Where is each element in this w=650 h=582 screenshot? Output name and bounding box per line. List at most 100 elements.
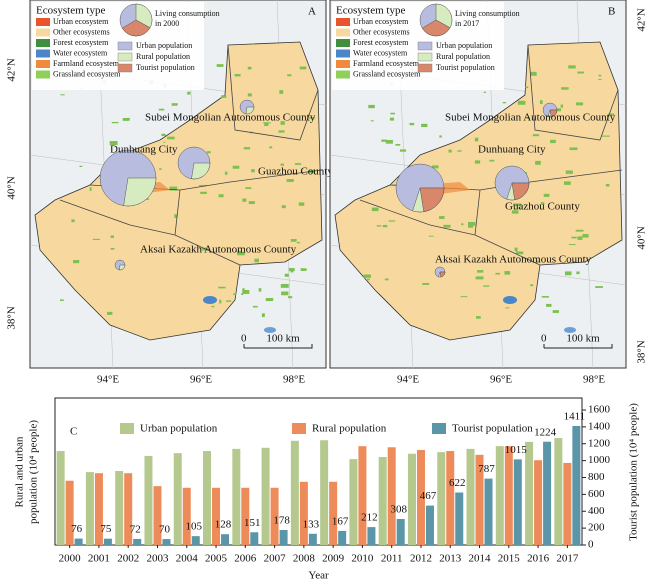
grassland-patch — [504, 271, 511, 275]
bar — [144, 455, 153, 545]
grassland-patch — [515, 251, 524, 255]
grassland-patch — [278, 130, 285, 133]
grassland-patch — [169, 186, 178, 191]
bar — [504, 446, 513, 545]
x-tick-label: 2002 — [117, 553, 139, 565]
bar — [290, 440, 299, 545]
bar — [387, 447, 396, 545]
y-axis-label: Rural and urban — [14, 436, 26, 507]
legend-label: Water ecosystem — [53, 48, 108, 57]
grassland-patch — [371, 207, 379, 212]
bar — [320, 440, 329, 545]
bar — [466, 448, 475, 545]
grassland-patch — [294, 163, 302, 165]
plot-frame — [54, 397, 583, 546]
bar — [133, 538, 142, 545]
grassland-patch — [235, 250, 242, 253]
bar — [525, 441, 534, 545]
grassland-patch — [541, 296, 549, 298]
grassland-patch — [60, 94, 65, 96]
grassland-patch — [251, 169, 255, 173]
grassland-patch — [309, 117, 315, 119]
x-tick-label: 2016 — [527, 553, 550, 565]
grassland-patch — [576, 271, 580, 275]
grassland-patch — [595, 286, 603, 288]
grassland-patch — [421, 123, 428, 128]
grassland-patch — [367, 278, 370, 281]
grassland-patch — [577, 236, 583, 240]
grassland-patch — [546, 303, 552, 307]
grassland-patch — [171, 103, 178, 106]
grassland-patch — [582, 234, 589, 238]
grassland-patch — [601, 135, 610, 137]
grassland-patch — [598, 78, 602, 80]
value-label: 72 — [130, 523, 141, 535]
grassland-patch — [577, 71, 584, 74]
legend-label: Rural population — [312, 423, 387, 435]
y2-tick-label: 200 — [588, 522, 605, 534]
legend-label: Tourist population — [436, 63, 495, 72]
grassland-patch — [298, 202, 305, 206]
grassland-patch — [422, 282, 430, 285]
x-tick-label: 2013 — [439, 553, 462, 565]
bar — [241, 487, 250, 545]
value-label: 787 — [478, 463, 495, 475]
grassland-patch — [474, 160, 481, 164]
bar — [221, 534, 230, 545]
bar — [232, 448, 241, 545]
x-axis-label: Year — [308, 570, 329, 582]
map-panel: Subei Mongolian Autonomous County Dunhuan… — [329, 0, 648, 386]
grassland-patch — [290, 239, 297, 242]
grassland-patch — [457, 150, 462, 152]
grassland-patch — [247, 66, 252, 70]
bar — [534, 460, 543, 545]
bar — [358, 446, 367, 545]
grassland-patch — [526, 117, 531, 120]
x-tick-label: 2012 — [410, 553, 432, 565]
grassland-patch — [428, 235, 434, 237]
legend-label: Other ecosystems — [53, 27, 110, 36]
legend-swatch — [417, 41, 433, 51]
grassland-patch — [109, 141, 118, 146]
pie-title-line: in 2000 — [155, 19, 179, 28]
value-label: 622 — [449, 477, 466, 489]
grassland-patch — [474, 137, 479, 142]
grassland-patch — [571, 236, 577, 239]
grassland-patch — [280, 163, 284, 166]
pie-wedge — [439, 271, 446, 278]
grassland-patch — [216, 64, 224, 67]
legend-swatch — [336, 60, 350, 68]
grassland-patch — [234, 74, 241, 77]
pie-wedge — [123, 177, 157, 207]
y2-tick-label: 400 — [588, 505, 605, 517]
y2-tick-label: 0 — [588, 539, 594, 551]
lat-label: 40°N — [636, 226, 648, 249]
bar — [572, 425, 581, 545]
grassland-patch — [261, 313, 265, 318]
county-label: Guazhou County — [505, 201, 580, 213]
x-tick-label: 2014 — [469, 553, 492, 565]
grassland-patch — [564, 271, 572, 276]
grassland-patch — [287, 296, 293, 299]
study-area — [34, 41, 323, 341]
grassland-patch — [540, 202, 545, 205]
grassland-patch — [475, 276, 484, 280]
grassland-patch — [575, 102, 584, 106]
legend-swatch — [117, 63, 133, 73]
grassland-patch — [159, 168, 162, 170]
grassland-patch — [258, 288, 262, 292]
legend-label: Farmland ecosystem — [353, 59, 420, 68]
grassland-patch — [561, 87, 569, 90]
bar — [103, 538, 112, 545]
bar — [378, 456, 387, 545]
grassland-patch — [409, 122, 415, 126]
bar — [513, 459, 522, 545]
scale-bar — [243, 344, 313, 349]
y2-tick-label: 800 — [588, 471, 605, 483]
legend-swatch — [336, 28, 350, 37]
legend-label: Tourist population — [136, 63, 195, 72]
legend-label: Tourist population — [452, 423, 533, 435]
bar — [446, 451, 455, 545]
grassland-patch — [241, 293, 244, 295]
grassland-patch — [122, 117, 129, 121]
